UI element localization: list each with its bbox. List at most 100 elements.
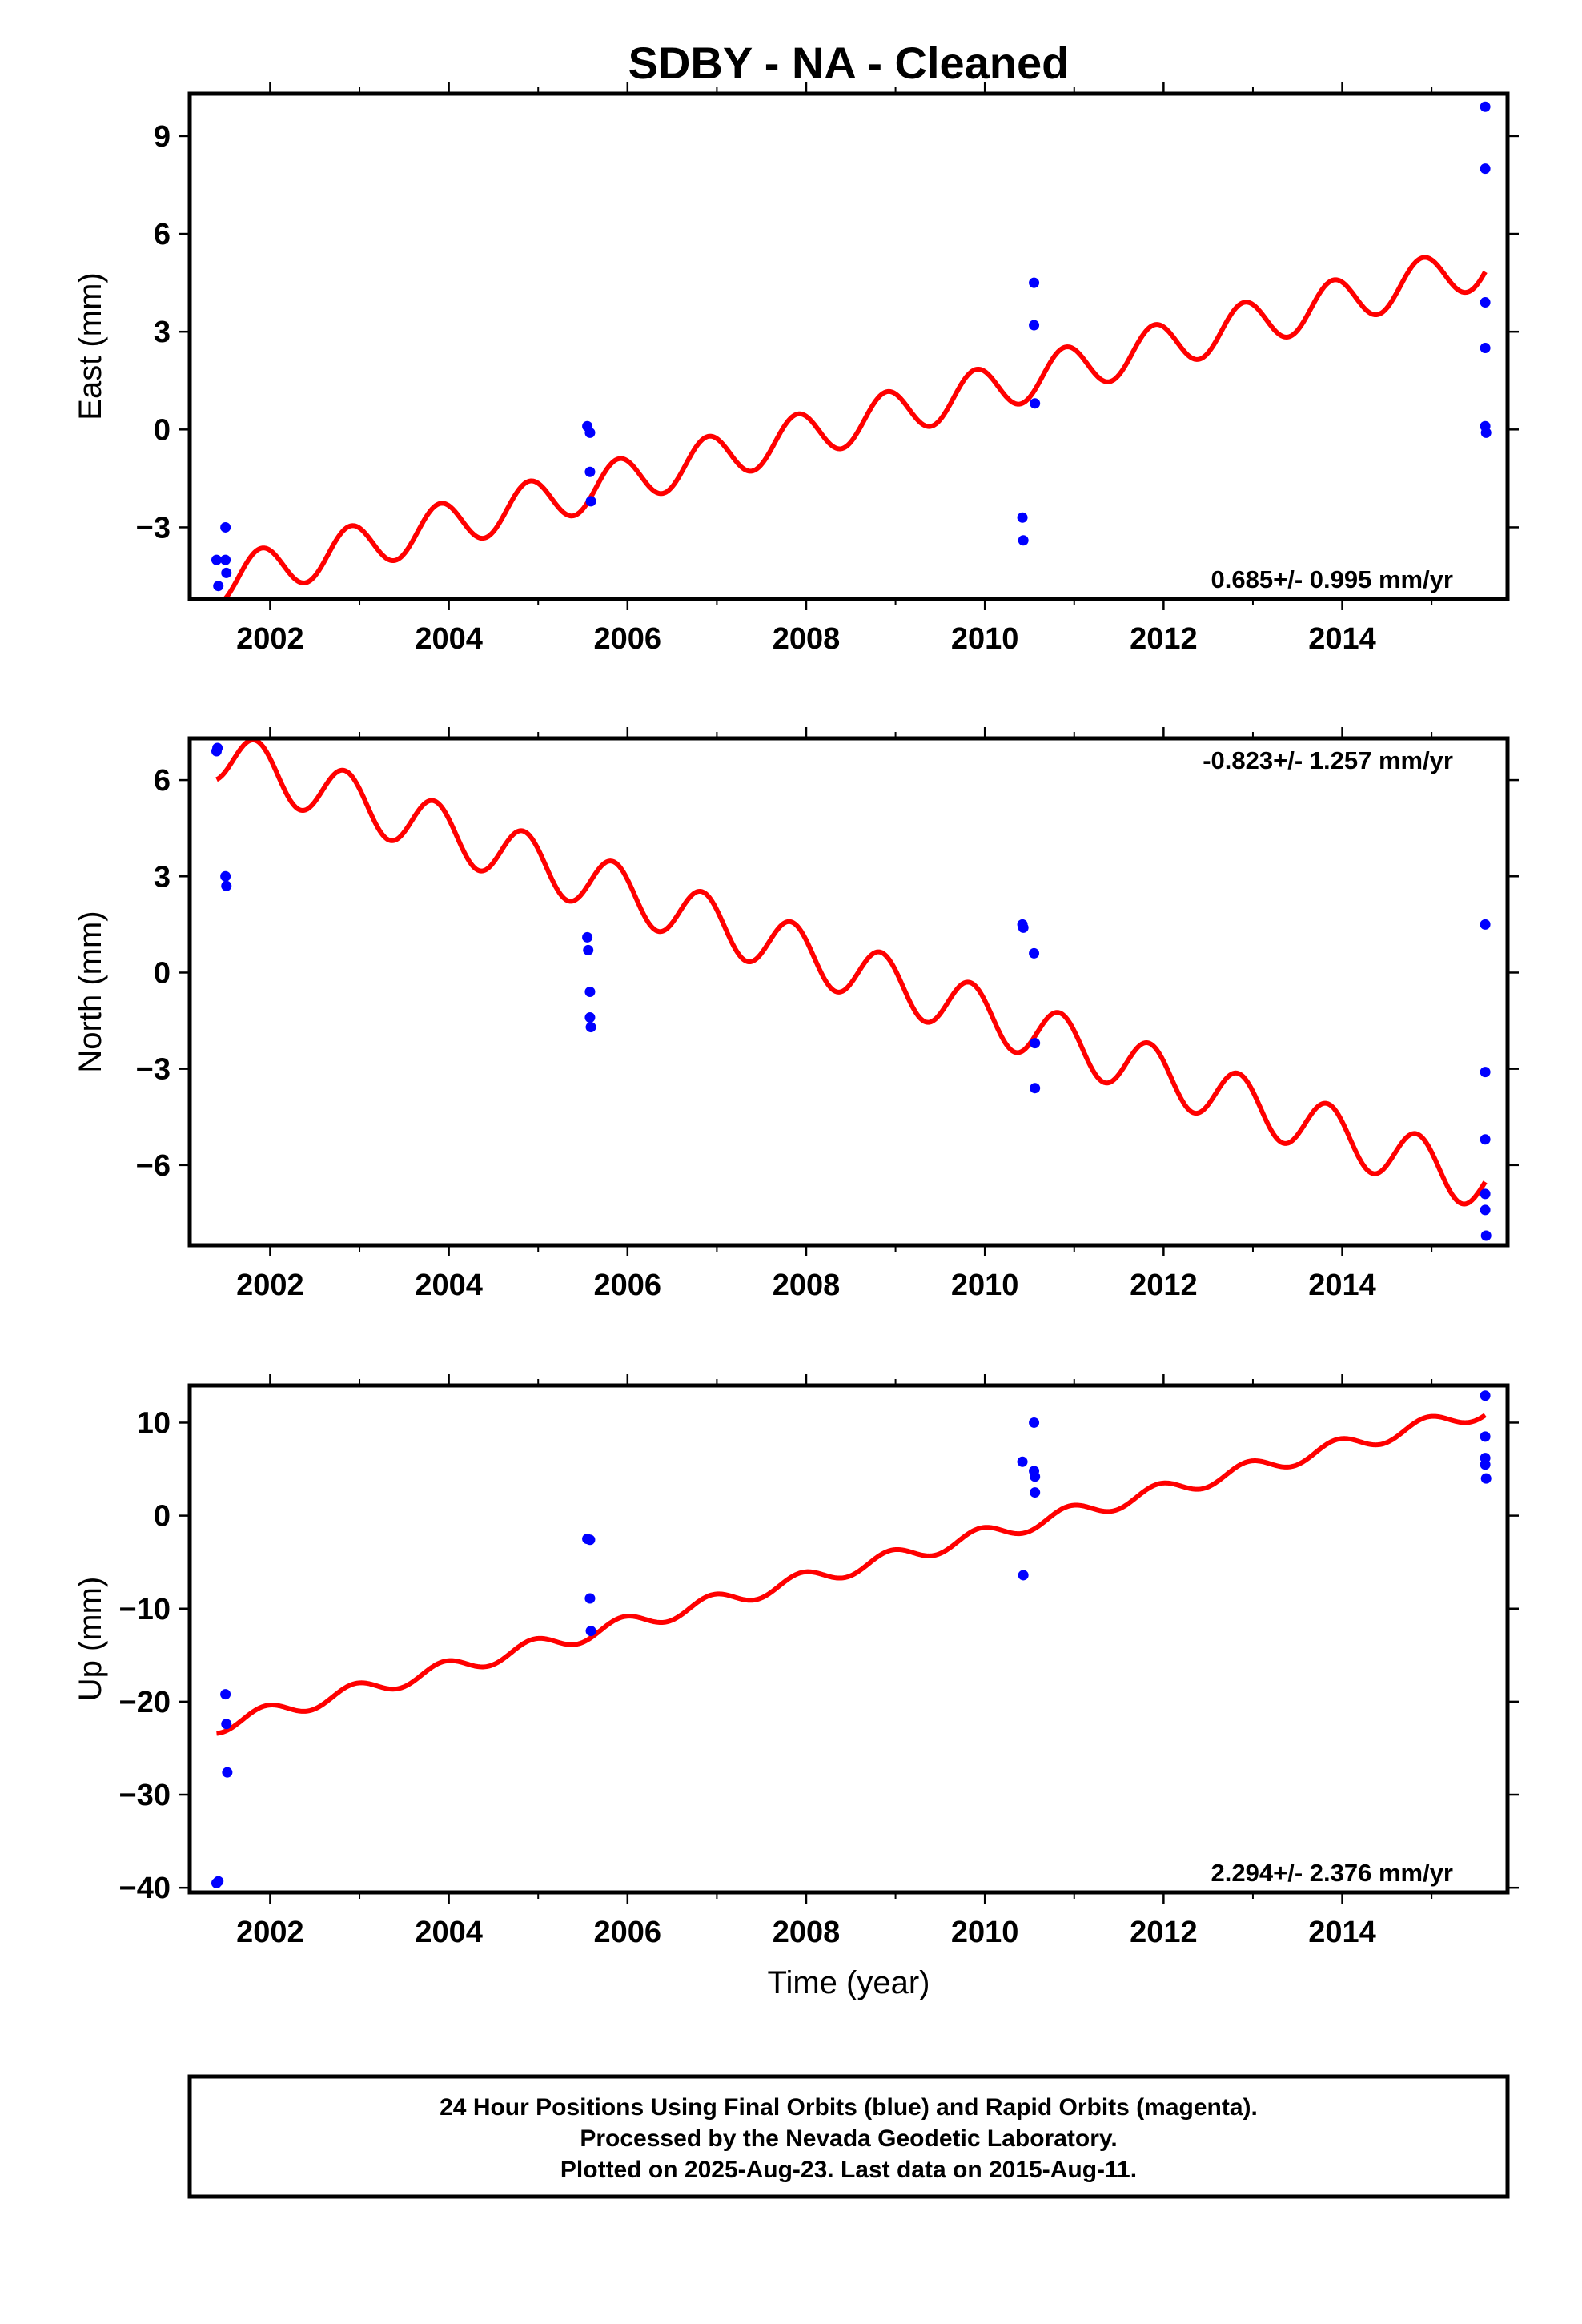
east-data-point <box>1480 163 1491 175</box>
north-data-point <box>1480 1204 1491 1216</box>
east-x-tick-label: 2006 <box>594 622 662 656</box>
up-rate-label: 2.294+/- 2.376 mm/yr <box>1211 1859 1453 1887</box>
north-y-tick-label: 6 <box>154 764 171 798</box>
north-plot-frame <box>187 736 1510 1248</box>
up-y-axis-label: Up (mm) <box>73 1577 108 1702</box>
east-data-point <box>584 466 596 477</box>
north-y-tick-label: −6 <box>136 1149 171 1183</box>
up-data-point <box>1030 1487 1041 1498</box>
north-data-point <box>1029 947 1040 959</box>
up-panel: 2002 2004 2006 2008 2010 2012 2014 −40 −30 −20 −10… <box>73 1374 1519 2000</box>
east-data-point <box>213 581 224 592</box>
east-data-point <box>1480 297 1491 308</box>
up-x-tick-label: 2014 <box>1308 1916 1376 1949</box>
north-data-point <box>1480 1230 1492 1241</box>
north-data-point <box>582 931 593 943</box>
north-panel: 2002 2004 2006 2008 2010 2012 2014 −6 −3 0 3 6 North… <box>73 727 1519 1302</box>
up-data-point <box>1480 1390 1491 1401</box>
up-y-tick-label: 10 <box>137 1406 171 1440</box>
up-data-point <box>220 1689 231 1700</box>
east-x-tick-label: 2002 <box>236 622 304 656</box>
up-data-point <box>221 1719 232 1730</box>
up-data-point <box>213 1876 224 1887</box>
footer-line-2: Processed by the Nevada Geodetic Laborat… <box>580 2125 1117 2152</box>
north-data-point <box>220 870 231 882</box>
north-data-point <box>212 742 223 754</box>
east-plot-frame <box>187 91 1510 601</box>
north-data-point <box>1480 1134 1491 1145</box>
up-data-point <box>1018 1570 1029 1581</box>
east-model-curve <box>221 255 1488 599</box>
up-x-tick-label: 2012 <box>1130 1916 1198 1949</box>
north-x-tick-label: 2006 <box>594 1269 662 1302</box>
up-y-tick-label: −10 <box>119 1593 171 1626</box>
up-y-tick-label: −30 <box>119 1779 171 1812</box>
east-y-axis-label: East (mm) <box>73 272 108 420</box>
north-y-tick-label: 3 <box>154 860 171 894</box>
north-data-point <box>1480 919 1491 930</box>
north-y-tick-label: −3 <box>136 1053 171 1087</box>
east-rate-label: 0.685+/- 0.995 mm/yr <box>1211 565 1453 593</box>
up-data-point <box>1030 1471 1041 1482</box>
up-data-point <box>1480 1473 1492 1484</box>
east-data-point <box>585 496 596 507</box>
east-y-tick-label: 3 <box>154 316 171 349</box>
east-x-tick-label: 2012 <box>1130 622 1198 656</box>
chart-title: SDBY - NA - Cleaned <box>628 38 1070 88</box>
up-x-tick-label: 2002 <box>236 1916 304 1949</box>
up-x-tick-label: 2004 <box>415 1916 483 1949</box>
east-data-point <box>1480 343 1491 354</box>
east-data-point <box>584 427 596 438</box>
up-data-point <box>1017 1456 1028 1467</box>
up-x-tick-label: 2006 <box>594 1916 662 1949</box>
north-x-tick-label: 2012 <box>1130 1269 1198 1302</box>
up-data-point <box>584 1593 596 1604</box>
east-y-tick-label: 9 <box>154 120 171 154</box>
up-y-tick-label: 0 <box>154 1500 171 1534</box>
north-data-point <box>584 1012 596 1023</box>
north-x-tick-label: 2010 <box>951 1269 1019 1302</box>
north-y-axis-label: North (mm) <box>73 911 108 1072</box>
east-x-tick-label: 2004 <box>415 622 483 656</box>
footer-line-1: 24 Hour Positions Using Final Orbits (bl… <box>440 2094 1258 2121</box>
east-data-point <box>221 567 232 578</box>
north-x-tick-label: 2002 <box>236 1269 304 1302</box>
north-data-point <box>1018 922 1029 933</box>
north-y-tick-label: 0 <box>154 956 171 990</box>
up-model-curve <box>215 1413 1487 1736</box>
up-x-tick-label: 2008 <box>773 1916 841 1949</box>
east-y-tick-label: 6 <box>154 218 171 251</box>
up-x-axis-label: Time (year) <box>768 1965 930 2000</box>
up-data-point <box>222 1767 233 1778</box>
up-data-point <box>584 1534 596 1546</box>
east-data-point <box>1480 427 1492 438</box>
up-x-tick-label: 2010 <box>951 1916 1019 1949</box>
up-y-tick-label: −40 <box>119 1872 171 1905</box>
east-data-point <box>1017 512 1028 523</box>
north-data-point <box>584 987 596 997</box>
footer-frame <box>187 2074 1510 2199</box>
footer-line-3: Plotted on 2025-Aug-23. Last data on 201… <box>560 2157 1137 2183</box>
north-data-point <box>1030 1083 1041 1094</box>
up-y-tick-label: −20 <box>119 1686 171 1719</box>
north-data-point <box>1480 1188 1491 1200</box>
north-x-tick-label: 2014 <box>1308 1269 1376 1302</box>
east-y-tick-label: 0 <box>154 413 171 447</box>
up-plot-frame <box>187 1383 1510 1895</box>
up-data-point <box>585 1626 596 1637</box>
north-data-point <box>1480 1067 1491 1078</box>
north-data-point <box>583 944 594 955</box>
east-x-tick-label: 2008 <box>773 622 841 656</box>
east-data-point <box>220 521 231 533</box>
north-data-point <box>1030 1038 1041 1049</box>
east-x-tick-label: 2010 <box>951 622 1019 656</box>
east-data-point <box>1029 320 1040 331</box>
north-x-tick-label: 2008 <box>773 1269 841 1302</box>
east-data-point <box>1030 398 1041 409</box>
east-x-tick-label: 2014 <box>1308 622 1376 656</box>
north-data-point <box>221 880 232 891</box>
up-data-point <box>1480 1459 1491 1470</box>
east-panel: 2002 2004 2006 2008 2010 2012 2014 −3 0 3 6 9 East (… <box>73 82 1519 656</box>
up-data-point <box>1029 1417 1040 1428</box>
footer-box: 24 Hour Positions Using Final Orbits (bl… <box>187 2074 1510 2199</box>
